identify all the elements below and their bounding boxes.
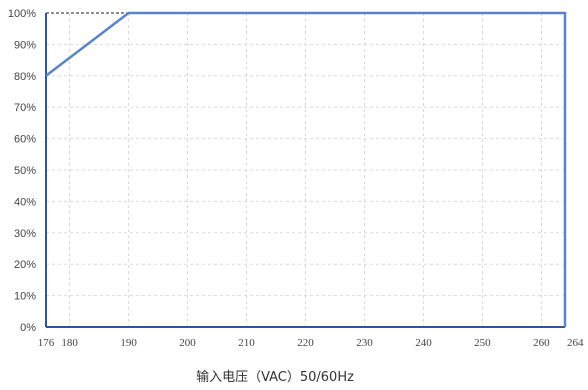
x-tick-label: 220 — [297, 337, 314, 349]
y-tick-label: 0% — [20, 322, 36, 334]
x-tick-label: 190 — [120, 337, 137, 349]
x-tick-label: 260 — [533, 337, 550, 349]
y-tick-label: 40% — [14, 196, 36, 208]
y-tick-label: 20% — [14, 259, 36, 271]
x-tick-label: 240 — [415, 337, 432, 349]
series-group — [45, 11, 567, 327]
x-tick-label: 180 — [61, 337, 78, 349]
axes — [45, 13, 565, 328]
x-tick-label: 264 — [567, 337, 584, 349]
y-tick-label: 10% — [14, 291, 36, 303]
y-tick-labels: 0% 10% 20% 30% 40% 50% 60% 70% 80% 90% 100% — [8, 8, 36, 334]
y-tick-label: 70% — [14, 102, 36, 114]
grid — [46, 13, 565, 327]
x-tick-label: 176 — [38, 337, 55, 349]
y-tick-label: 30% — [14, 228, 36, 240]
series-line-0 — [45, 11, 567, 327]
x-tick-label: 210 — [238, 337, 255, 349]
y-tick-label: 50% — [14, 165, 36, 177]
x-tick-label: 200 — [179, 337, 196, 349]
x-axis-label: 输入电压（VAC）50/60Hz — [196, 369, 354, 385]
y-tick-label: 90% — [14, 39, 36, 51]
y-tick-label: 100% — [8, 8, 36, 20]
y-tick-label: 60% — [14, 134, 36, 146]
x-tick-label: 250 — [474, 337, 491, 349]
x-tick-label: 230 — [356, 337, 373, 349]
x-tick-labels: 176 180 190 200 210 220 230 240 250 260 264 — [38, 337, 584, 349]
y-tick-label: 80% — [14, 71, 36, 83]
